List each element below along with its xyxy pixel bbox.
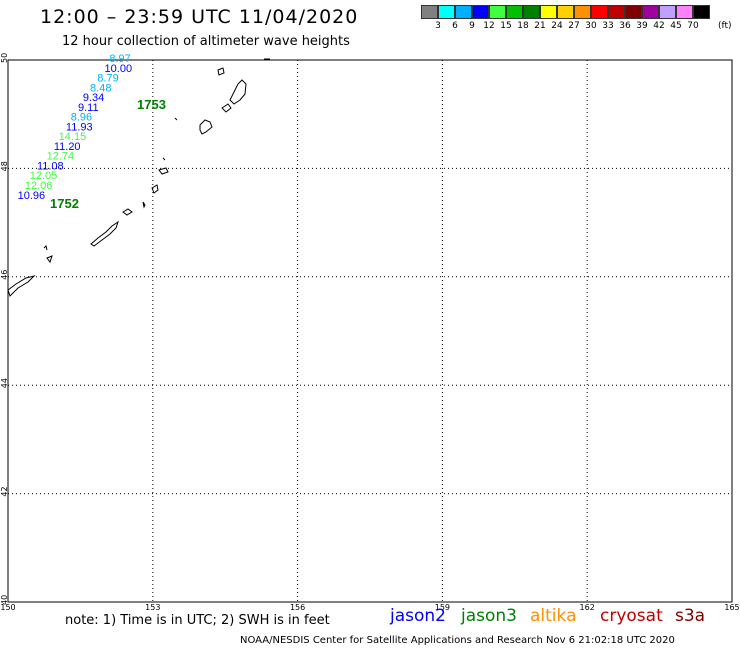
- scale-label: 15: [500, 21, 512, 31]
- island-matua: [158, 167, 169, 175]
- satellite-legend-cryosat: cryosat: [600, 606, 663, 626]
- scale-label: 36: [619, 21, 631, 31]
- pass-label-1752: 1752: [50, 196, 79, 211]
- scale-label: 18: [517, 21, 529, 31]
- footer-credit: NOAA/NESDIS Center for Satellite Applica…: [240, 635, 675, 646]
- scale-swatch: [608, 5, 625, 19]
- swh-value: 12.06: [25, 180, 53, 192]
- scale-label: 39: [636, 21, 648, 31]
- swh-value: 14.15: [59, 131, 87, 143]
- lat-tick-label: 44: [0, 378, 9, 388]
- satellite-legend-altika: altika: [530, 606, 577, 626]
- scale-swatch: [472, 5, 489, 19]
- swh-value: 12.74: [47, 151, 75, 163]
- island-paramushir: [90, 220, 119, 247]
- scale-label: 12: [483, 21, 495, 31]
- swh-value: 11.93: [66, 121, 93, 133]
- color-scale-unit: (ft): [718, 21, 732, 31]
- swh-value: 8.96: [71, 112, 92, 124]
- island-shumshu: [43, 245, 48, 251]
- satellite-legend-jason2: jason2: [390, 606, 446, 626]
- scale-swatch: [438, 5, 455, 19]
- scale-swatch: [574, 5, 591, 19]
- map-frame: [7, 59, 733, 603]
- island-kharimkotan: [142, 201, 146, 209]
- scale-swatch: [693, 5, 710, 19]
- page-subtitle: 12 hour collection of altimeter wave hei…: [62, 34, 350, 49]
- lon-tick-label: 150: [0, 603, 15, 612]
- lat-tick-label: 40: [0, 595, 9, 605]
- scale-label: 33: [602, 21, 614, 31]
- swh-value: 10.96: [18, 190, 46, 202]
- swh-value: 10.00: [105, 63, 133, 75]
- scale-swatch: [506, 5, 523, 19]
- lon-tick-label: 156: [290, 603, 305, 612]
- scale-label: 3: [435, 21, 441, 31]
- scale-swatch: [540, 5, 557, 19]
- scale-label: 9: [469, 21, 475, 31]
- lat-tick-label: 50: [0, 53, 9, 63]
- map-grid: 150 153 156 159 162 165 50 48 46 44 42 40: [0, 53, 740, 612]
- color-scale-labels: 3 6 9 12 15 18 21 24 27 30 33 36 39 42 45 70: [421, 21, 740, 35]
- scale-swatch: [591, 5, 608, 19]
- scale-swatch: [489, 5, 506, 19]
- scale-label: 24: [551, 21, 563, 31]
- scale-label: 6: [452, 21, 458, 31]
- swh-measurements: 8.9710.008.798.489.349.118.9611.9314.151…: [18, 53, 132, 202]
- lat-tick-label: 42: [0, 486, 9, 496]
- lon-tick-label: 153: [145, 603, 160, 612]
- scale-swatch: [625, 5, 642, 19]
- swh-value: 9.34: [83, 92, 104, 104]
- kamchatka-tip: [7, 275, 36, 297]
- scale-swatch: [557, 5, 574, 19]
- scale-swatch: [523, 5, 540, 19]
- scale-label: 21: [534, 21, 546, 31]
- island-atlasov: [46, 255, 53, 264]
- island-rasshua: [162, 157, 166, 161]
- scale-swatch: [659, 5, 676, 19]
- pass-label-1753: 1753: [137, 97, 166, 112]
- swh-value: 8.48: [90, 82, 111, 94]
- scale-label: 30: [585, 21, 597, 31]
- scale-label: 27: [568, 21, 580, 31]
- lon-tick-label: 165: [724, 603, 739, 612]
- satellite-legend-jason3: jason3: [461, 606, 517, 626]
- lat-tick-label: 46: [0, 270, 9, 280]
- island-iturup: [217, 67, 225, 76]
- island-simushir: [199, 119, 213, 135]
- scale-swatch: [676, 5, 693, 19]
- swh-value: 12.05: [30, 170, 58, 182]
- swh-value: 9.11: [78, 102, 99, 114]
- lon-tick-label: 162: [580, 603, 595, 612]
- lat-tick-label: 48: [0, 161, 9, 171]
- coastline: [7, 58, 270, 297]
- scale-swatch: [421, 5, 438, 19]
- swh-value: 8.79: [97, 73, 118, 85]
- page-title: 12:00 – 23:59 UTC 11/04/2020: [40, 6, 359, 28]
- footer-note: note: 1) Time is in UTC; 2) SWH is in fe…: [65, 613, 330, 628]
- scale-label: 45: [670, 21, 682, 31]
- swh-value: 11.20: [54, 141, 81, 153]
- island-chirpoy: [221, 103, 232, 113]
- scale-label: 42: [653, 21, 665, 31]
- color-scale: [421, 5, 710, 19]
- island-urup: [229, 79, 247, 105]
- lon-tick-label: 159: [435, 603, 450, 612]
- scale-swatch: [642, 5, 659, 19]
- satellite-legend-s3a: s3a: [675, 606, 706, 626]
- swh-value: 11.08: [37, 160, 64, 172]
- swh-value: 8.97: [109, 53, 130, 65]
- island-onekotan: [122, 208, 133, 216]
- scale-swatch: [455, 5, 472, 19]
- island-ushishir: [174, 117, 178, 121]
- island-shiashkotan: [151, 184, 159, 194]
- scale-label: 70: [687, 21, 699, 31]
